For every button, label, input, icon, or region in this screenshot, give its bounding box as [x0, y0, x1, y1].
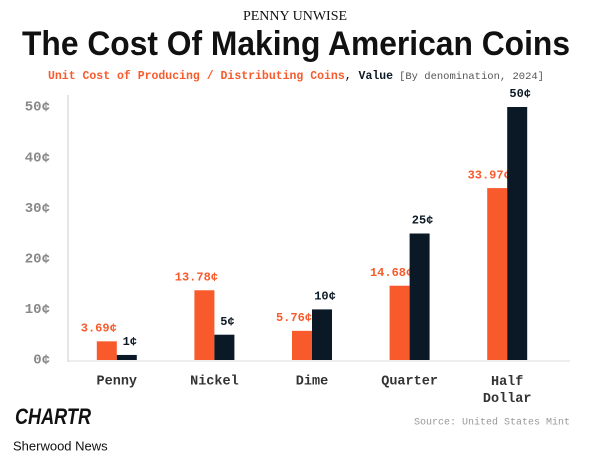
bar: [292, 330, 312, 360]
data-label: 25¢: [412, 214, 434, 228]
data-label: 1¢: [123, 335, 137, 349]
legend-separator: ,: [345, 70, 359, 83]
bar: [312, 309, 332, 360]
data-label: 50¢: [509, 87, 531, 101]
x-tick-label: Penny: [97, 375, 138, 390]
x-tick-label: Nickel: [190, 375, 239, 390]
legend-entry: Value: [359, 70, 394, 83]
legend-entry: Unit Cost of Producing / Distributing Co…: [48, 70, 345, 83]
brand-logo: CHARTR: [15, 404, 91, 429]
y-tick-label: 50¢: [25, 100, 50, 116]
data-label: 13.78¢: [175, 270, 218, 284]
publisher: Sherwood News: [13, 438, 108, 453]
data-label: 14.68¢: [370, 266, 413, 280]
bar: [389, 285, 410, 360]
chart-title: The Cost Of Making American Coins: [22, 25, 570, 63]
bar: [507, 107, 528, 360]
y-tick-label: 30¢: [25, 201, 50, 217]
subtitle: Unit Cost of Producing / Distributing Co…: [48, 70, 544, 83]
subtitle-note: [By denomination, 2024]: [399, 71, 544, 83]
source: Source: United States Mint: [414, 417, 570, 429]
data-label: 5.76¢: [276, 311, 312, 325]
bar: [214, 334, 235, 360]
data-label: 33.97¢: [468, 168, 511, 182]
data-label: 5¢: [220, 315, 234, 329]
x-tick-label: Dime: [296, 375, 328, 390]
bar: [487, 188, 508, 360]
bar: [116, 354, 137, 360]
y-tick-label: 20¢: [25, 252, 50, 268]
bar: [409, 233, 430, 360]
data-label: 10¢: [314, 290, 336, 304]
kicker: PENNY UNWISE: [243, 9, 347, 24]
x-tick-label: Quarter: [381, 375, 438, 390]
data-label: 3.69¢: [81, 322, 117, 336]
y-tick-label: 10¢: [25, 302, 50, 318]
y-tick-label: 0¢: [33, 353, 50, 369]
bar: [194, 290, 215, 360]
x-tick-label: Half Dollar: [483, 375, 532, 407]
y-tick-label: 40¢: [25, 150, 50, 166]
bar: [96, 341, 117, 360]
